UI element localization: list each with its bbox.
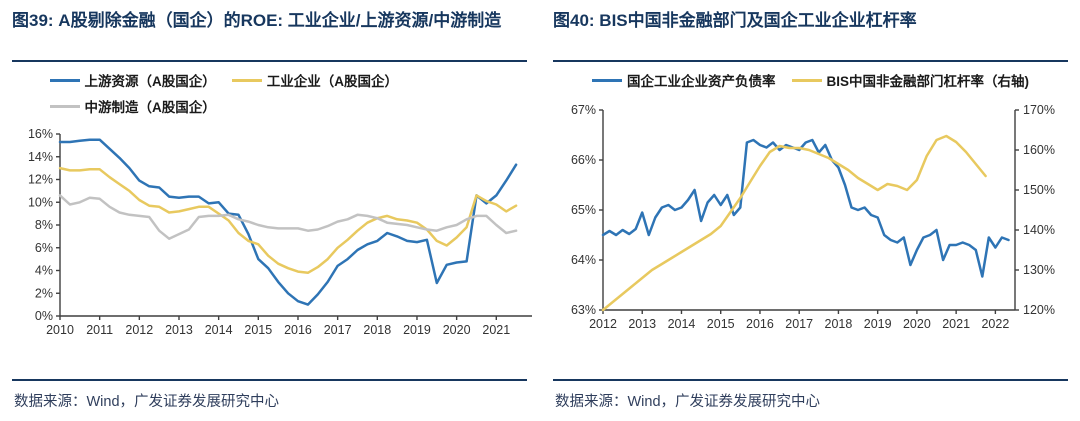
series-line: [58, 166, 518, 275]
y-tick-label: 4%: [35, 264, 53, 278]
y-tick-label: 67%: [571, 103, 596, 117]
figure-39-source: 数据来源：Wind，广发证券发展研究中心: [12, 379, 527, 411]
x-tick-label: 2019: [864, 317, 892, 331]
x-tick-label: 2013: [628, 317, 656, 331]
y-tick-label: 63%: [571, 303, 596, 317]
figure-39-chart: 0% 2% 4% 6% 8% 10% 12% 14% 16% 2010 2011 2012 2013 20…: [28, 127, 532, 337]
y2-tick-label: 160%: [1023, 143, 1055, 157]
x-tick-label: 2012: [125, 323, 153, 337]
series-line: [601, 138, 1010, 278]
x-tick-label: 2015: [707, 317, 735, 331]
x-tick-label: 2015: [244, 323, 272, 337]
x-tick-label: 2014: [668, 317, 696, 331]
y-tick-label: 0%: [35, 309, 53, 323]
x-tick-label: 2020: [443, 323, 471, 337]
legend-label: 中游制造（A股国企）: [84, 100, 216, 115]
x-tick-label: 2011: [86, 323, 113, 337]
legend-item: 工业企业（A股国企）: [231, 70, 398, 90]
y2-tick-label: 150%: [1023, 183, 1055, 197]
legend-item: 国企工业企业资产负债率: [592, 70, 776, 90]
y-tick-label: 2%: [35, 286, 53, 300]
x-tick-label: 2016: [746, 317, 774, 331]
y-tick-label: 8%: [35, 218, 53, 232]
figure-40-panel: 图40: BIS中国非金融部门及国企工业企业杠杆率 国企工业企业资产负债率 BIS…: [553, 6, 1068, 411]
legend-label: BIS中国非金融部门杠杆率（右轴): [826, 74, 1030, 89]
y2-tick-label: 170%: [1023, 103, 1055, 117]
legend-item: 中游制造（A股国企）: [49, 96, 216, 116]
y-tick-label: 6%: [35, 241, 53, 255]
x-tick-label: 2014: [205, 323, 233, 337]
y2-tick-label: 120%: [1023, 303, 1055, 317]
legend-label: 工业企业（A股国企）: [266, 74, 398, 89]
y-tick-label: 14%: [28, 150, 53, 164]
x-tick-label: 2016: [284, 323, 312, 337]
legend-item: BIS中国非金融部门杠杆率（右轴): [791, 70, 1030, 90]
y-tick-label: 10%: [28, 195, 53, 209]
figure-39-legend: 上游资源（A股国企） 工业企业（A股国企） 中游制造（A股国企）: [49, 70, 490, 116]
x-tick-label: 2013: [165, 323, 193, 337]
series-line: [58, 138, 518, 306]
figure-40-title: 图40: BIS中国非金融部门及国企工业企业杠杆率: [553, 6, 1068, 62]
legend-item: 上游资源（A股国企）: [49, 70, 216, 90]
x-tick-label: 2017: [324, 323, 352, 337]
x-tick-label: 2017: [785, 317, 813, 331]
x-tick-label: 2020: [903, 317, 931, 331]
legend-line-swatch: [592, 78, 622, 82]
figure-40-legend: 国企工业企业资产负债率 BIS中国非金融部门杠杆率（右轴): [592, 70, 1029, 90]
x-tick-label: 2022: [981, 317, 1009, 331]
legend-label: 上游资源（A股国企）: [84, 74, 216, 89]
y2-tick-label: 140%: [1023, 223, 1055, 237]
y2-tick-label: 130%: [1023, 263, 1055, 277]
y-tick-label: 66%: [571, 153, 596, 167]
figure-39-panel: 图39: A股剔除金融（国企）的ROE: 工业企业/上游资源/中游制造 上游资源…: [12, 6, 532, 411]
legend-line-swatch: [231, 78, 262, 82]
x-tick-label: 2018: [363, 323, 391, 337]
x-tick-label: 2021: [482, 323, 510, 337]
x-tick-label: 2019: [403, 323, 431, 337]
legend-label: 国企工业企业资产负债率: [627, 74, 776, 89]
x-tick-label: 2012: [589, 317, 617, 331]
series-line: [601, 134, 987, 312]
y-tick-label: 16%: [28, 127, 53, 141]
y-tick-label: 12%: [28, 173, 53, 187]
x-tick-label: 2021: [942, 317, 970, 331]
figure-39-title: 图39: A股剔除金融（国企）的ROE: 工业企业/上游资源/中游制造: [12, 6, 527, 62]
series-line: [58, 194, 518, 240]
x-tick-label: 2010: [46, 323, 74, 337]
legend-line-swatch: [49, 78, 80, 82]
legend-line-swatch: [49, 104, 80, 108]
figure-40-chart: 63% 64% 65% 66% 67% 120% 130% 140% 150% 160% 170% 2…: [571, 103, 1055, 331]
figure-40-source: 数据来源：Wind，广发证券发展研究中心: [553, 379, 1068, 411]
y-tick-label: 64%: [571, 253, 596, 267]
y-tick-label: 65%: [571, 203, 596, 217]
legend-line-swatch: [791, 78, 822, 82]
x-tick-label: 2018: [825, 317, 853, 331]
